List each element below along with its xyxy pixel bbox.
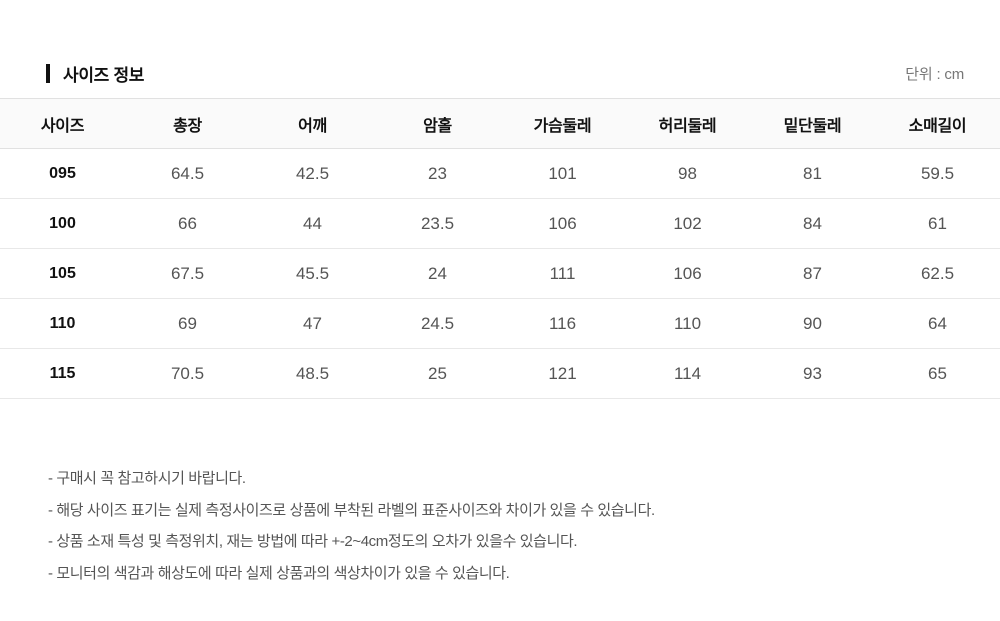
- measure-value: 65: [875, 348, 1000, 399]
- title-accent-bar: [46, 63, 50, 83]
- size-value: 110: [0, 298, 125, 349]
- measure-value: 93: [750, 348, 875, 399]
- size-table-header: 사이즈 총장 어깨 암홀 가슴둘레 허리둘레 밑단둘레 소매길이: [0, 98, 1000, 149]
- column-header-armhole: 암홀: [375, 98, 500, 149]
- size-info-header: 사이즈 정보 단위 : cm: [0, 0, 1000, 98]
- measure-value: 62.5: [875, 248, 1000, 299]
- measure-value: 25: [375, 348, 500, 399]
- note-line: - 구매시 꼭 참고하시기 바랍니다.: [48, 470, 246, 487]
- measure-value: 121: [500, 348, 625, 399]
- size-value: 095: [0, 148, 125, 199]
- measure-value: 61: [875, 198, 1000, 249]
- measure-value: 45.5: [250, 248, 375, 299]
- size-value: 115: [0, 348, 125, 399]
- note-line: - 상품 소재 특성 및 측정위치, 재는 방법에 따라 +-2~4cm정도의 …: [48, 533, 578, 550]
- measure-value: 98: [625, 148, 750, 199]
- measure-value: 64: [875, 298, 1000, 349]
- size-value: 105: [0, 248, 125, 299]
- measure-value: 81: [750, 148, 875, 199]
- unit-label: 단위 : cm: [905, 65, 964, 83]
- measure-value: 114: [625, 348, 750, 399]
- measure-value: 24.5: [375, 298, 500, 349]
- column-header-total-length: 총장: [125, 98, 250, 149]
- measure-value: 106: [500, 198, 625, 249]
- table-row: 100 66 44 23.5 106 102 84 61: [0, 198, 1000, 249]
- size-value: 100: [0, 198, 125, 249]
- table-row: 110 69 47 24.5 116 110 90 64: [0, 298, 1000, 349]
- table-row: 105 67.5 45.5 24 111 106 87 62.5: [0, 248, 1000, 299]
- measure-value: 59.5: [875, 148, 1000, 199]
- column-header-sleeve: 소매길이: [875, 98, 1000, 149]
- column-header-hem: 밑단둘레: [750, 98, 875, 149]
- table-row: 095 64.5 42.5 23 101 98 81 59.5: [0, 148, 1000, 199]
- measure-value: 23: [375, 148, 500, 199]
- measure-value: 84: [750, 198, 875, 249]
- measure-value: 66: [125, 198, 250, 249]
- column-header-waist: 허리둘레: [625, 98, 750, 149]
- measure-value: 101: [500, 148, 625, 199]
- measure-value: 106: [625, 248, 750, 299]
- table-row: 115 70.5 48.5 25 121 114 93 65: [0, 348, 1000, 399]
- section-title: 사이즈 정보: [46, 61, 144, 86]
- measure-value: 48.5: [250, 348, 375, 399]
- measure-value: 111: [500, 248, 625, 299]
- measure-value: 67.5: [125, 248, 250, 299]
- measure-value: 110: [625, 298, 750, 349]
- size-table: 사이즈 총장 어깨 암홀 가슴둘레 허리둘레 밑단둘레 소매길이 095 64.…: [0, 98, 1000, 399]
- measure-value: 24: [375, 248, 500, 299]
- note-line: - 모니터의 색감과 해상도에 따라 실제 상품과의 색상차이가 있을 수 있습…: [48, 564, 510, 582]
- measure-value: 23.5: [375, 198, 500, 249]
- measure-value: 70.5: [125, 348, 250, 399]
- column-header-size: 사이즈: [0, 98, 125, 149]
- measure-value: 87: [750, 248, 875, 299]
- size-table-body: 095 64.5 42.5 23 101 98 81 59.5 100 66 4…: [0, 148, 1000, 399]
- measure-value: 42.5: [250, 148, 375, 199]
- measure-value: 64.5: [125, 148, 250, 199]
- section-title-text: 사이즈 정보: [63, 65, 145, 85]
- measure-value: 116: [500, 298, 625, 349]
- column-header-chest: 가슴둘레: [500, 98, 625, 149]
- measure-value: 69: [125, 298, 250, 349]
- measure-value: 47: [250, 298, 375, 349]
- note-line: - 해당 사이즈 표기는 실제 측정사이즈로 상품에 부착된 라벨의 표준사이즈…: [48, 501, 655, 519]
- column-header-shoulder: 어깨: [250, 98, 375, 149]
- header-row: 사이즈 총장 어깨 암홀 가슴둘레 허리둘레 밑단둘레 소매길이: [0, 98, 1000, 149]
- measure-value: 102: [625, 198, 750, 249]
- measure-value: 44: [250, 198, 375, 249]
- measure-value: 90: [750, 298, 875, 349]
- size-notes: - 구매시 꼭 참고하시기 바랍니다. - 해당 사이즈 표기는 실제 측정사이…: [48, 463, 964, 589]
